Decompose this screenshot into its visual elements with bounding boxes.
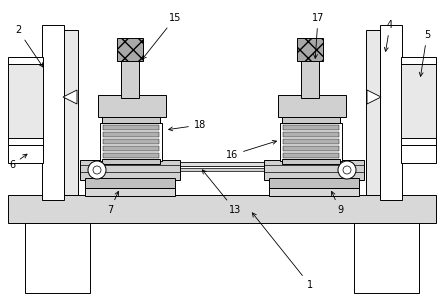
Text: 18: 18	[169, 120, 206, 131]
Bar	[85, 188, 175, 196]
Bar	[103, 146, 159, 151]
Bar	[8, 145, 43, 163]
Bar	[401, 145, 436, 163]
Text: 7: 7	[107, 191, 119, 215]
Circle shape	[343, 166, 351, 174]
Bar	[102, 159, 160, 164]
Bar	[85, 178, 175, 188]
Bar	[8, 138, 43, 145]
Bar	[25, 223, 90, 293]
Bar	[103, 132, 159, 137]
Text: 1: 1	[252, 213, 313, 290]
Bar	[80, 160, 180, 180]
Bar	[97, 168, 347, 171]
Bar	[282, 159, 340, 164]
Bar	[42, 25, 64, 200]
Bar	[283, 132, 339, 137]
Text: 2: 2	[15, 25, 43, 67]
Bar	[354, 223, 419, 293]
Bar	[117, 38, 143, 61]
Bar	[301, 60, 319, 98]
Bar	[64, 30, 78, 195]
Bar	[102, 117, 160, 123]
Text: 15: 15	[143, 13, 181, 59]
Bar	[98, 95, 166, 117]
Polygon shape	[63, 90, 77, 104]
Bar	[297, 38, 323, 61]
Text: 6: 6	[9, 154, 27, 170]
Bar	[269, 188, 359, 196]
Bar	[283, 139, 339, 144]
Bar	[121, 60, 139, 98]
Bar	[282, 117, 340, 123]
Bar	[269, 178, 359, 188]
Bar	[97, 162, 347, 166]
Bar	[103, 153, 159, 158]
Bar	[401, 57, 436, 64]
Bar	[366, 30, 380, 195]
Bar	[401, 60, 436, 140]
Text: 13: 13	[202, 170, 241, 215]
Text: 17: 17	[312, 13, 324, 58]
Bar	[401, 138, 436, 145]
Polygon shape	[367, 90, 381, 104]
Bar	[280, 123, 342, 161]
Text: 5: 5	[419, 30, 430, 76]
Bar	[100, 123, 162, 161]
Bar	[283, 153, 339, 158]
Bar	[8, 195, 436, 223]
Text: 16: 16	[226, 140, 277, 160]
Bar	[283, 146, 339, 151]
Circle shape	[88, 161, 106, 179]
Bar	[380, 25, 402, 200]
Text: 9: 9	[331, 191, 343, 215]
Bar	[264, 160, 364, 180]
Bar	[8, 60, 43, 140]
Bar	[283, 125, 339, 130]
Circle shape	[338, 161, 356, 179]
Text: 4: 4	[385, 20, 393, 51]
Bar	[278, 95, 346, 117]
Bar	[103, 125, 159, 130]
Bar	[8, 57, 43, 64]
Bar	[103, 139, 159, 144]
Circle shape	[93, 166, 101, 174]
